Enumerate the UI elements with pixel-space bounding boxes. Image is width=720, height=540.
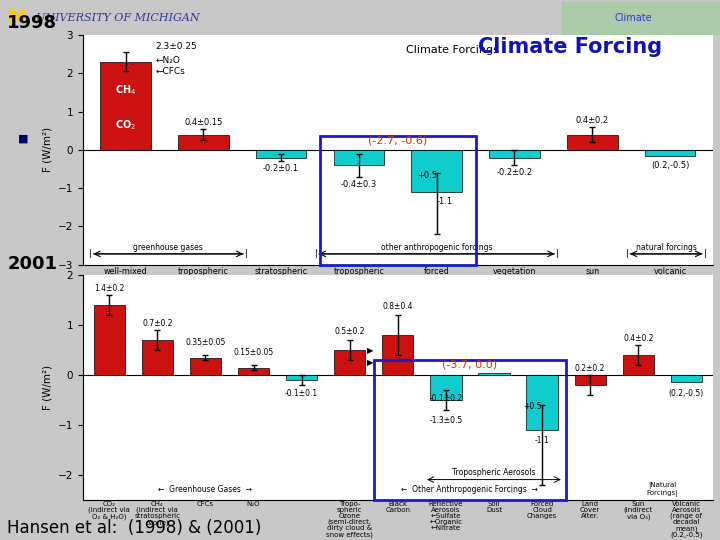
Text: Climate: Climate bbox=[615, 12, 652, 23]
Text: -0.1±0.1: -0.1±0.1 bbox=[285, 389, 318, 398]
Text: ←N₂O: ←N₂O bbox=[155, 56, 180, 65]
Bar bbox=[238, 368, 269, 375]
Text: ←CFCs: ←CFCs bbox=[155, 67, 185, 76]
Bar bbox=[320, 137, 476, 265]
Bar bbox=[526, 375, 558, 430]
Text: CH$_4$: CH$_4$ bbox=[115, 84, 136, 97]
Text: |: | bbox=[315, 249, 318, 259]
Bar bbox=[489, 150, 540, 158]
Text: Tropospheric Aerosols: Tropospheric Aerosols bbox=[452, 468, 536, 477]
Bar bbox=[567, 134, 618, 150]
Bar bbox=[382, 335, 413, 375]
Text: ←  Other Anthropogenic Forcings  →: ← Other Anthropogenic Forcings → bbox=[402, 485, 539, 494]
Text: -0.1±0.2: -0.1±0.2 bbox=[429, 394, 462, 403]
Text: (0.2,-0.5): (0.2,-0.5) bbox=[669, 389, 704, 398]
Text: -1.1: -1.1 bbox=[437, 197, 453, 206]
Text: (0.2,-0.5): (0.2,-0.5) bbox=[651, 160, 689, 170]
Text: greenhouse gases: greenhouse gases bbox=[133, 242, 203, 252]
Text: |: | bbox=[89, 249, 92, 259]
Text: -1.3±0.5: -1.3±0.5 bbox=[429, 416, 462, 425]
Text: ←  Greenhouse Gases  →: ← Greenhouse Gases → bbox=[158, 485, 253, 494]
Text: ▶: ▶ bbox=[367, 358, 374, 367]
Text: (-2.7, -0.6): (-2.7, -0.6) bbox=[368, 135, 428, 145]
Text: 0.2±0.2: 0.2±0.2 bbox=[575, 363, 606, 373]
Text: 1.4±0.2: 1.4±0.2 bbox=[94, 284, 125, 293]
Text: |: | bbox=[556, 249, 559, 259]
Bar bbox=[562, 2, 720, 33]
Text: |Natural
Forcings|: |Natural Forcings| bbox=[647, 482, 678, 497]
Text: 0.8±0.4: 0.8±0.4 bbox=[382, 302, 413, 311]
Text: |: | bbox=[245, 249, 248, 259]
Text: 0.15±0.05: 0.15±0.05 bbox=[233, 348, 274, 356]
Text: 0.4±0.15: 0.4±0.15 bbox=[184, 118, 222, 127]
Y-axis label: F (W/m²): F (W/m²) bbox=[42, 127, 52, 172]
Text: 2001: 2001 bbox=[7, 255, 57, 273]
Bar bbox=[256, 150, 307, 158]
Bar bbox=[478, 373, 510, 375]
Text: 1998: 1998 bbox=[7, 15, 58, 32]
Text: 2.3±0.25: 2.3±0.25 bbox=[155, 42, 197, 51]
Bar bbox=[374, 360, 566, 500]
Y-axis label: F (W/m²): F (W/m²) bbox=[42, 365, 52, 410]
Text: CO$_2$: CO$_2$ bbox=[115, 118, 136, 132]
Text: -0.2±0.1: -0.2±0.1 bbox=[263, 164, 300, 173]
Text: |: | bbox=[703, 249, 706, 259]
Text: 0.4±0.2: 0.4±0.2 bbox=[576, 116, 609, 125]
Bar bbox=[644, 150, 696, 156]
Bar bbox=[94, 305, 125, 375]
Bar bbox=[100, 62, 151, 150]
Bar bbox=[431, 375, 462, 400]
Text: Climate Forcing: Climate Forcing bbox=[478, 37, 662, 57]
Bar bbox=[142, 340, 173, 375]
Text: Hansen et al:  (1998) & (2001): Hansen et al: (1998) & (2001) bbox=[7, 519, 261, 537]
Text: 0.7±0.2: 0.7±0.2 bbox=[142, 319, 173, 328]
Text: ▶: ▶ bbox=[367, 346, 374, 355]
Text: (-3.7, 0.0): (-3.7, 0.0) bbox=[442, 359, 498, 369]
Text: -0.4±0.3: -0.4±0.3 bbox=[341, 180, 377, 190]
Bar bbox=[334, 350, 365, 375]
Text: -0.2±0.2: -0.2±0.2 bbox=[496, 168, 533, 177]
Text: natural forcings: natural forcings bbox=[636, 242, 696, 252]
Text: -1.1: -1.1 bbox=[535, 436, 549, 445]
Bar bbox=[575, 375, 606, 385]
Bar bbox=[671, 375, 702, 382]
Text: Climate Forcings: Climate Forcings bbox=[406, 45, 499, 55]
Text: 0.35±0.05: 0.35±0.05 bbox=[185, 338, 225, 347]
Text: UNIVERSITY OF MICHIGAN: UNIVERSITY OF MICHIGAN bbox=[36, 12, 199, 23]
Text: +0.5: +0.5 bbox=[523, 402, 542, 411]
Text: 0.5±0.2: 0.5±0.2 bbox=[335, 327, 365, 336]
Text: 0.4±0.2: 0.4±0.2 bbox=[623, 334, 654, 342]
Text: other anthropogenic forcings: other anthropogenic forcings bbox=[381, 242, 492, 252]
Text: M: M bbox=[7, 8, 27, 27]
Text: ■: ■ bbox=[18, 134, 29, 144]
Text: |: | bbox=[626, 249, 629, 259]
Bar bbox=[411, 150, 462, 192]
Bar bbox=[333, 150, 384, 165]
Text: +0.5: +0.5 bbox=[417, 171, 437, 180]
Bar bbox=[190, 357, 221, 375]
Bar bbox=[178, 134, 229, 150]
Bar bbox=[623, 355, 654, 375]
Bar bbox=[286, 375, 318, 380]
